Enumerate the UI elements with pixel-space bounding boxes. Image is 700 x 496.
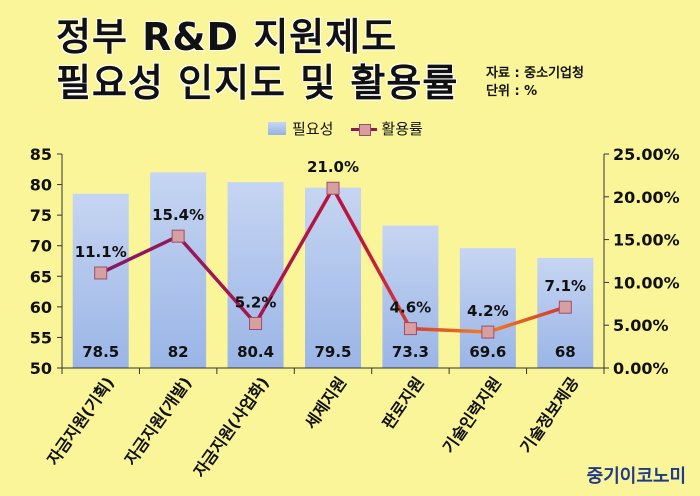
left-tick-label: 60 xyxy=(30,298,52,317)
left-tick-label: 70 xyxy=(30,237,52,256)
right-tick-label: 5.00% xyxy=(613,316,669,335)
line-value-label: 21.0% xyxy=(307,158,359,176)
line-point-marker xyxy=(94,266,108,280)
category-label: 자금지원(개발) xyxy=(121,373,196,468)
line-point-marker xyxy=(249,316,263,330)
legend-bar-swatch xyxy=(268,122,286,135)
line-value-label: 7.1% xyxy=(544,277,586,295)
chart-title-line1: 정부 R&D 지원제도 xyxy=(56,15,398,59)
bar xyxy=(305,187,361,368)
brand-logo: 중기이코노미 xyxy=(586,466,686,487)
line-point-marker xyxy=(403,322,417,336)
category-label: 판로지원 xyxy=(378,373,427,432)
bar-value-label: 78.5 xyxy=(82,343,119,361)
bar-value-label: 80.4 xyxy=(237,343,274,361)
chart-title-line2: 필요성 인지도 및 활용률 xyxy=(56,61,459,105)
left-tick-label: 85 xyxy=(30,145,52,164)
source-note: 자료 : 중소기업청 xyxy=(486,66,584,81)
left-tick-label: 50 xyxy=(30,359,52,378)
unit-note: 단위 : % xyxy=(486,84,538,99)
right-tick-label: 20.00% xyxy=(613,188,680,207)
bar xyxy=(72,193,129,368)
category-label: 기술인력지원 xyxy=(439,373,505,456)
category-label: 자금지원(기획) xyxy=(43,373,118,468)
line-value-label: 15.4% xyxy=(152,206,204,224)
category-label: 자금지원(사업화) xyxy=(190,373,273,480)
legend-bar-label: 필요성 xyxy=(292,120,334,138)
bar xyxy=(227,182,284,368)
category-label: 기술정보제공 xyxy=(516,373,582,456)
left-tick-label: 80 xyxy=(30,176,52,195)
legend-line-swatch xyxy=(351,122,378,136)
line-point-marker xyxy=(558,300,572,314)
line-value-label: 11.1% xyxy=(75,243,127,261)
bar-value-label: 79.5 xyxy=(314,343,351,361)
bar xyxy=(150,172,207,368)
bar xyxy=(459,248,516,368)
category-label: 세제지원 xyxy=(301,373,350,432)
bar-value-label: 69.6 xyxy=(469,343,506,361)
line-value-label: 4.2% xyxy=(467,302,509,320)
bar-value-label: 68 xyxy=(555,343,576,361)
line-value-label: 5.2% xyxy=(235,293,277,311)
line-point-marker xyxy=(481,325,495,339)
right-tick-label: 25.00% xyxy=(613,145,680,164)
left-tick-label: 65 xyxy=(30,267,52,286)
right-tick-label: 0.00% xyxy=(613,359,669,378)
bar-value-label: 73.3 xyxy=(392,343,429,361)
left-tick-label: 55 xyxy=(30,328,52,347)
bar-value-label: 82 xyxy=(168,343,189,361)
legend: 필요성 활용률 xyxy=(268,118,423,139)
right-tick-label: 15.00% xyxy=(613,231,680,250)
right-tick-label: 10.00% xyxy=(613,273,680,292)
legend-line-label: 활용률 xyxy=(381,120,423,138)
left-tick-label: 75 xyxy=(30,206,52,225)
line-value-label: 4.6% xyxy=(390,299,432,317)
line-point-marker xyxy=(171,229,185,243)
line-point-marker xyxy=(326,181,340,195)
